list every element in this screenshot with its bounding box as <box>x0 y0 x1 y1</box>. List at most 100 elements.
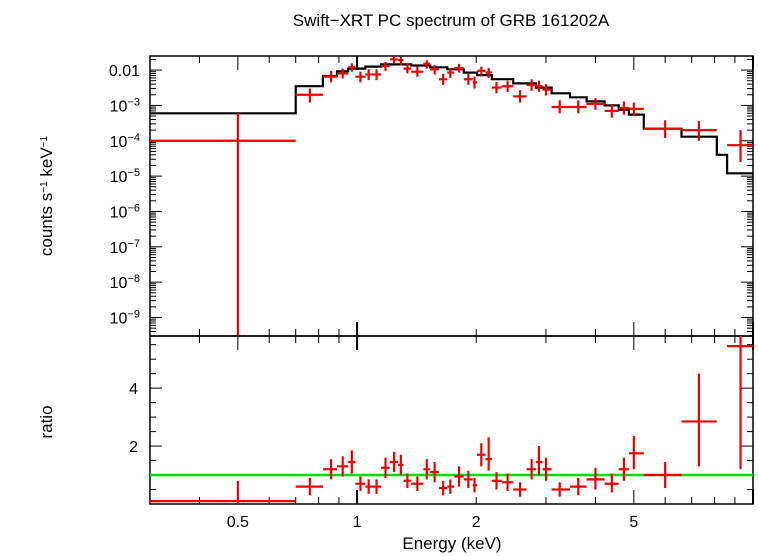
data-point <box>551 100 570 114</box>
data-point <box>513 482 527 497</box>
data-point <box>643 120 682 138</box>
spectrum-y-axis-label: counts s−1 keV−1 <box>37 135 56 256</box>
data-point <box>526 79 536 91</box>
data-point <box>535 446 543 476</box>
data-point <box>535 80 543 92</box>
ratio-panel: 24 0.5 1 2 5 ratio Energy (keV) <box>37 335 754 553</box>
data-point <box>447 67 455 78</box>
y-tick-label: 4 <box>129 381 138 398</box>
ratio-data-points <box>150 336 753 504</box>
data-point <box>381 457 390 478</box>
ylabel-main: counts s <box>37 193 56 256</box>
data-point <box>569 100 587 114</box>
y-tick-label: 10−6 <box>110 202 140 221</box>
data-point <box>681 373 717 467</box>
x-tick-label: 1 <box>353 514 362 531</box>
data-point <box>643 462 682 489</box>
y-tick-mantissa: 0.01 <box>109 63 140 80</box>
data-point <box>322 70 337 83</box>
data-point <box>398 454 404 476</box>
data-point <box>542 84 552 96</box>
data-point <box>472 477 478 493</box>
x-tick-label: 5 <box>629 514 638 531</box>
y-tick-exponent: −6 <box>127 202 140 214</box>
data-point <box>526 459 536 480</box>
data-point <box>586 98 605 110</box>
data-point <box>389 56 399 64</box>
y-tick-mantissa: 10 <box>110 134 128 151</box>
data-point <box>551 482 570 497</box>
y-tick-label: 10−7 <box>110 238 140 257</box>
data-point <box>348 63 356 72</box>
y-tick-mantissa: 10 <box>110 98 128 115</box>
data-point <box>438 73 448 85</box>
data-point <box>485 437 492 471</box>
y-tick-exponent: −9 <box>127 309 140 321</box>
data-point <box>336 68 349 79</box>
data-point <box>454 466 464 487</box>
model-step-line <box>150 63 753 175</box>
chart-title: Swift−XRT PC spectrum of GRB 161202A <box>293 11 610 30</box>
data-point <box>491 81 502 94</box>
data-point <box>542 457 552 481</box>
x-tick-label: 0.5 <box>227 514 249 531</box>
data-point <box>336 456 349 477</box>
data-point <box>322 459 337 480</box>
ratio-x-axis: 0.5 1 2 5 <box>149 336 754 531</box>
y-tick-label: 10−8 <box>110 273 140 292</box>
data-point <box>472 76 478 89</box>
data-point <box>371 479 382 494</box>
y-tick-mantissa: 10 <box>110 275 128 292</box>
data-point <box>501 80 514 92</box>
data-point <box>389 451 399 473</box>
data-point <box>150 113 296 336</box>
spectrum-panel-frame <box>149 55 754 337</box>
data-point <box>727 336 753 470</box>
x-axis-label: Energy (keV) <box>402 534 501 553</box>
data-point <box>295 88 323 103</box>
data-point <box>150 480 296 504</box>
data-point <box>491 472 502 490</box>
data-point <box>569 477 587 496</box>
data-point <box>398 56 404 65</box>
y-tick-label: 0.01 <box>109 63 140 80</box>
data-point <box>355 476 366 491</box>
data-point <box>371 69 382 81</box>
data-point <box>586 467 605 490</box>
data-point <box>430 462 439 483</box>
data-point <box>365 69 372 81</box>
data-point <box>604 103 619 118</box>
data-point <box>604 473 619 493</box>
ylabel-sup1: −1 <box>39 181 50 193</box>
data-point <box>727 130 753 163</box>
model-curve <box>150 63 753 175</box>
data-point <box>423 459 431 480</box>
data-point <box>403 63 412 74</box>
ratio-y-axis: 24 <box>129 344 753 491</box>
ratio-panel-frame <box>149 335 754 505</box>
y-tick-exponent: −5 <box>127 167 140 179</box>
y-tick-mantissa: 10 <box>110 169 128 186</box>
data-point <box>295 477 323 496</box>
y-tick-exponent: −4 <box>127 132 140 144</box>
y-tick-mantissa: 10 <box>110 204 128 221</box>
ylabel-mid: keV <box>37 147 56 182</box>
data-point <box>355 71 366 83</box>
data-point <box>381 61 390 71</box>
ratio-y-axis-label: ratio <box>37 405 56 438</box>
ylabel-sup2: −1 <box>39 135 50 147</box>
data-point <box>618 457 629 481</box>
data-point <box>628 435 644 470</box>
y-tick-mantissa: 10 <box>110 311 128 328</box>
data-point <box>411 476 424 491</box>
data-point <box>430 64 439 75</box>
data-point <box>454 63 464 73</box>
data-point <box>513 90 527 103</box>
data-point <box>365 479 372 494</box>
data-point <box>628 102 644 117</box>
data-point <box>438 480 448 496</box>
y-tick-mantissa: 10 <box>110 240 128 257</box>
y-tick-exponent: −7 <box>127 238 140 250</box>
data-point <box>403 473 412 489</box>
